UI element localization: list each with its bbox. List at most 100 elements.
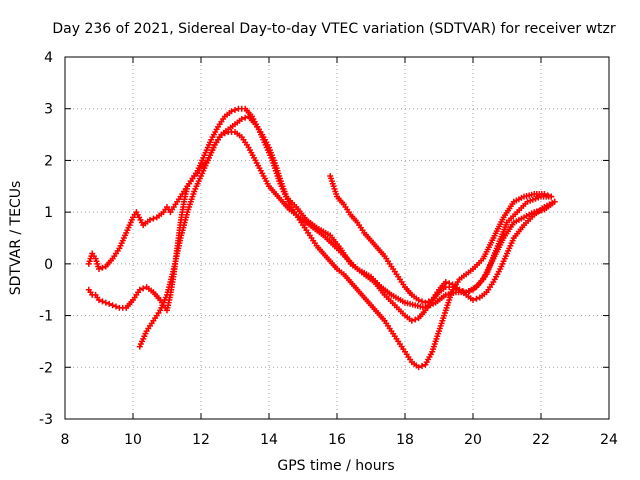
data-point-trail	[99, 298, 106, 305]
y-tick-label: 0	[44, 257, 53, 273]
data-point-trail	[305, 218, 318, 230]
x-tick-label: 18	[396, 432, 414, 448]
data-point-trail	[331, 185, 340, 198]
data-point-trail	[380, 285, 393, 297]
data-point-trail	[494, 221, 510, 249]
data-point-trail	[240, 136, 250, 148]
data-point-trail	[171, 237, 184, 270]
data-point-trail	[243, 107, 254, 118]
data-point-trail	[227, 122, 236, 131]
data-point-trail	[270, 160, 282, 182]
data-point	[422, 299, 429, 306]
data-point-trail	[145, 285, 155, 294]
data-point-trail	[294, 214, 305, 226]
data-point-trail	[473, 295, 480, 302]
data-point-trail	[383, 320, 393, 332]
data-point	[449, 284, 456, 291]
data-point-trail	[516, 200, 529, 214]
data-point	[442, 278, 449, 285]
data-point-trail	[175, 191, 186, 203]
data-point-trail	[247, 115, 257, 126]
data-point-trail	[263, 144, 275, 161]
data-point-trail	[234, 117, 243, 126]
x-axis-label: GPS time / hours	[277, 458, 394, 474]
data-point-trail	[430, 291, 441, 302]
data-point-trail	[543, 200, 556, 209]
data-point-trail	[111, 247, 121, 260]
x-tick-label: 20	[464, 432, 482, 448]
y-tick-label: 1	[44, 205, 53, 221]
data-point-trail	[349, 280, 359, 291]
data-point-trail	[152, 291, 162, 302]
data-point-trail	[376, 311, 386, 322]
data-point-trail	[199, 160, 210, 177]
data-point-trail	[356, 222, 366, 234]
data-point-trail	[540, 193, 552, 200]
data-point	[109, 302, 116, 309]
data-point-trail	[424, 299, 434, 311]
data-point-trail	[362, 231, 373, 242]
data-point-trail	[523, 191, 535, 199]
data-point-trail	[465, 267, 474, 276]
data-point-trail	[533, 205, 546, 217]
x-tick-label: 24	[600, 432, 618, 448]
data-point-trail	[294, 206, 308, 221]
data-point	[96, 297, 102, 304]
data-point-trail	[335, 195, 346, 206]
data-point	[136, 286, 143, 293]
data-point	[551, 198, 558, 205]
data-point-trail	[506, 211, 519, 224]
data-point-trail	[423, 351, 434, 366]
data-point	[147, 216, 153, 223]
data-point-trail	[491, 216, 506, 239]
data-point-trail	[260, 172, 271, 187]
data-point-trail	[390, 266, 400, 278]
data-point-trail	[221, 130, 228, 137]
data-point-trail	[404, 300, 416, 308]
data-point-trail	[411, 293, 420, 302]
data-point-trail	[86, 253, 95, 265]
data-point-trail	[373, 281, 386, 296]
data-point-trail	[99, 264, 106, 271]
data-point-trail	[403, 351, 414, 363]
data-point-trail	[527, 194, 542, 204]
y-tick-label: 3	[44, 102, 53, 118]
data-point-trail	[205, 144, 217, 161]
x-tick-label: 8	[61, 432, 70, 448]
data-point-trail	[434, 293, 447, 305]
data-point	[218, 131, 225, 138]
data-point-trail	[513, 215, 525, 225]
data-point-trail	[412, 316, 419, 323]
data-point-trail	[438, 285, 447, 294]
data-point-trail	[137, 330, 149, 348]
x-tick-label: 12	[192, 432, 210, 448]
data-point-trail	[342, 273, 352, 284]
data-point	[408, 317, 415, 324]
data-point-trail	[396, 276, 407, 288]
data-point-trail	[523, 210, 535, 220]
data-point-trail	[349, 213, 359, 224]
data-point-trail	[425, 298, 432, 305]
data-point-trail	[256, 128, 268, 146]
data-point-trail	[117, 232, 129, 249]
data-point-trail	[485, 281, 495, 293]
data-point-trail	[403, 286, 414, 296]
data-points	[85, 105, 558, 371]
data-point-trail	[213, 134, 223, 146]
y-tick-label: -3	[39, 412, 53, 428]
series-track-d	[327, 172, 558, 306]
y-tick-label: -2	[39, 360, 53, 376]
data-point-trail	[502, 221, 516, 239]
data-point-trail	[267, 185, 278, 196]
data-point-trail	[328, 234, 342, 250]
data-point-trail	[185, 191, 197, 213]
data-point-trail	[363, 272, 376, 284]
data-point-trail	[242, 114, 249, 121]
data-point-trail	[152, 309, 162, 322]
data-point-trail	[281, 200, 291, 211]
data-point	[228, 108, 235, 115]
data-point-trail	[328, 175, 336, 187]
data-point-trail	[253, 160, 264, 174]
